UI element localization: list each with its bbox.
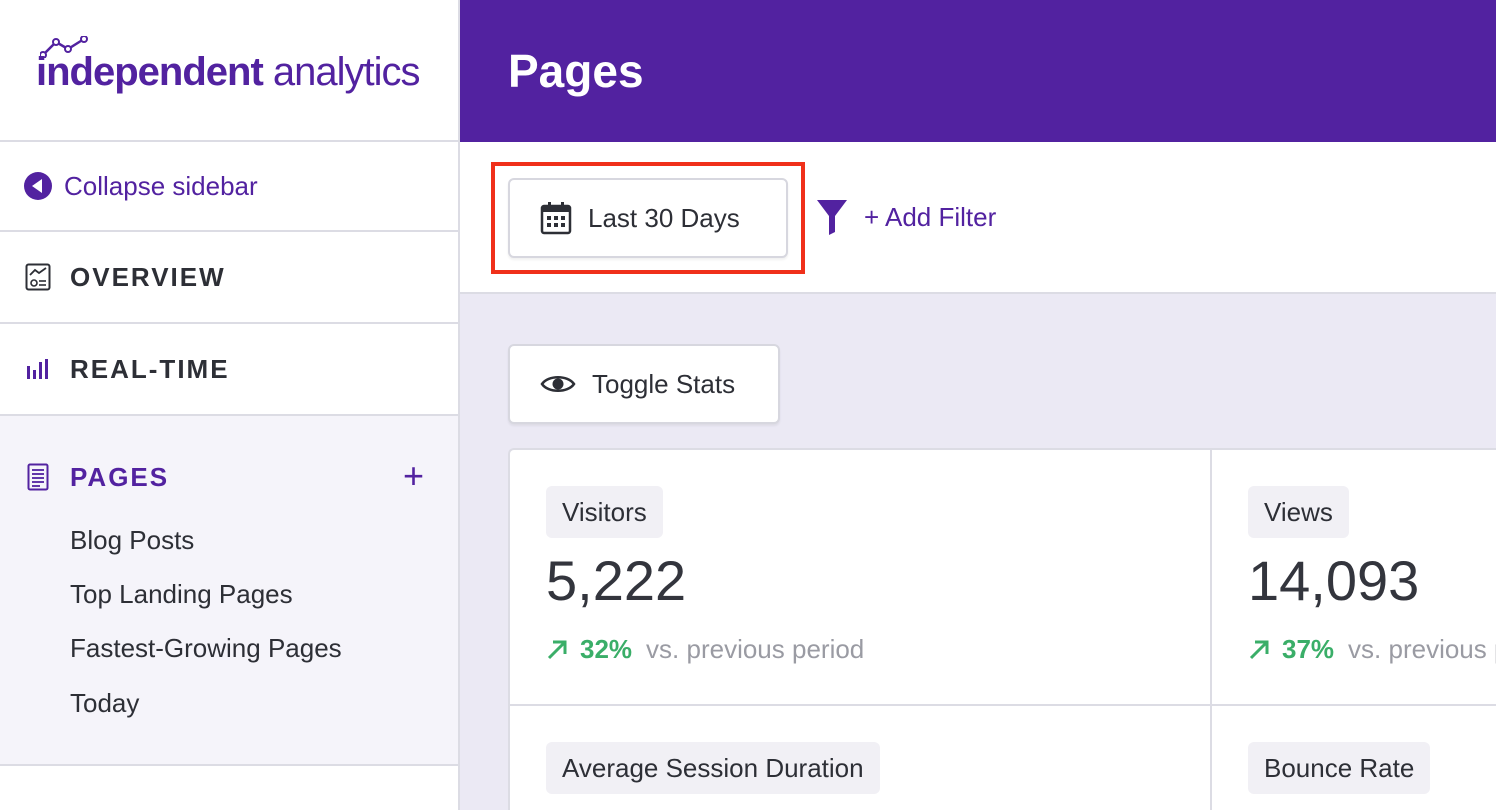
stat-change-caption: vs. previous period bbox=[646, 634, 865, 664]
stat-card-bounce-rate: Bounce Rate bbox=[1210, 706, 1496, 810]
collapse-sidebar-label: Collapse sidebar bbox=[64, 170, 258, 201]
stat-value: 5,222 bbox=[546, 549, 687, 612]
stats-grid: Visitors 5,222 32% vs. previous period V… bbox=[508, 448, 1496, 810]
eye-icon bbox=[540, 376, 576, 392]
stat-change-percent: 32% bbox=[580, 634, 633, 664]
stat-change: 37% vs. previous period bbox=[1248, 634, 1496, 665]
stat-label: Bounce Rate bbox=[1248, 742, 1431, 794]
sidebar-item-blog-posts[interactable]: Blog Posts bbox=[70, 525, 195, 555]
overview-icon bbox=[24, 263, 52, 291]
toggle-stats-label: Toggle Stats bbox=[592, 368, 736, 399]
nav-label-overview: OVERVIEW bbox=[70, 261, 226, 292]
bar-chart-icon bbox=[24, 355, 52, 383]
stat-change: 32% vs. previous period bbox=[546, 634, 864, 665]
filter-bar: Last 30 Days + Add Filter bbox=[460, 142, 1496, 294]
calendar-icon bbox=[540, 202, 572, 235]
collapse-left-icon bbox=[24, 172, 52, 200]
highlight-box bbox=[491, 162, 805, 274]
collapse-sidebar-button[interactable]: Collapse sidebar bbox=[0, 142, 458, 232]
main-content: Toggle Stats Visitors 5,222 32% vs. prev… bbox=[460, 294, 1496, 810]
stat-label: Views bbox=[1248, 486, 1349, 538]
stat-change-percent: 37% bbox=[1282, 634, 1335, 664]
stat-card-visitors: Visitors 5,222 32% vs. previous period bbox=[510, 450, 1210, 706]
sidebar: independent analytics Collapse sidebar O… bbox=[0, 0, 460, 810]
stat-card-views: Views 14,093 37% vs. previous period bbox=[1210, 450, 1496, 706]
stat-change-caption: vs. previous period bbox=[1348, 634, 1496, 664]
nav-label-pages: PAGES bbox=[70, 461, 170, 492]
nav-label-real-time: REAL-TIME bbox=[70, 353, 230, 384]
logo[interactable]: independent analytics bbox=[0, 0, 458, 142]
arrow-up-right-icon bbox=[547, 640, 567, 659]
logo-graph-icon bbox=[40, 36, 88, 58]
pages-section: PAGES + bbox=[0, 416, 458, 766]
sidebar-item-today[interactable]: Today bbox=[70, 688, 140, 718]
filter-icon bbox=[817, 200, 847, 235]
page-title: Pages bbox=[508, 45, 644, 97]
stat-card-average-session-duration: Average Session Duration bbox=[510, 706, 1210, 810]
nav-item-pages[interactable]: PAGES bbox=[0, 416, 458, 538]
add-report-button[interactable]: + bbox=[402, 455, 424, 496]
nav-item-overview[interactable]: OVERVIEW bbox=[0, 232, 458, 324]
sidebar-item-top-landing-pages[interactable]: Top Landing Pages bbox=[70, 579, 293, 609]
page-header: Pages bbox=[460, 0, 1496, 142]
stat-label: Average Session Duration bbox=[546, 742, 880, 794]
add-filter-button[interactable]: + Add Filter bbox=[864, 202, 997, 232]
stat-label: Visitors bbox=[546, 486, 663, 538]
logo-text: independent analytics bbox=[36, 50, 421, 94]
toggle-stats-button[interactable]: Toggle Stats bbox=[508, 344, 780, 424]
nav-item-real-time[interactable]: REAL-TIME bbox=[0, 324, 458, 416]
date-range-button[interactable]: Last 30 Days bbox=[508, 178, 788, 258]
date-range-label: Last 30 Days bbox=[588, 202, 740, 233]
stat-value: 14,093 bbox=[1248, 549, 1420, 612]
arrow-up-right-icon bbox=[1249, 640, 1269, 659]
sidebar-item-fastest-growing-pages[interactable]: Fastest-Growing Pages bbox=[70, 633, 342, 663]
document-icon bbox=[24, 463, 52, 491]
